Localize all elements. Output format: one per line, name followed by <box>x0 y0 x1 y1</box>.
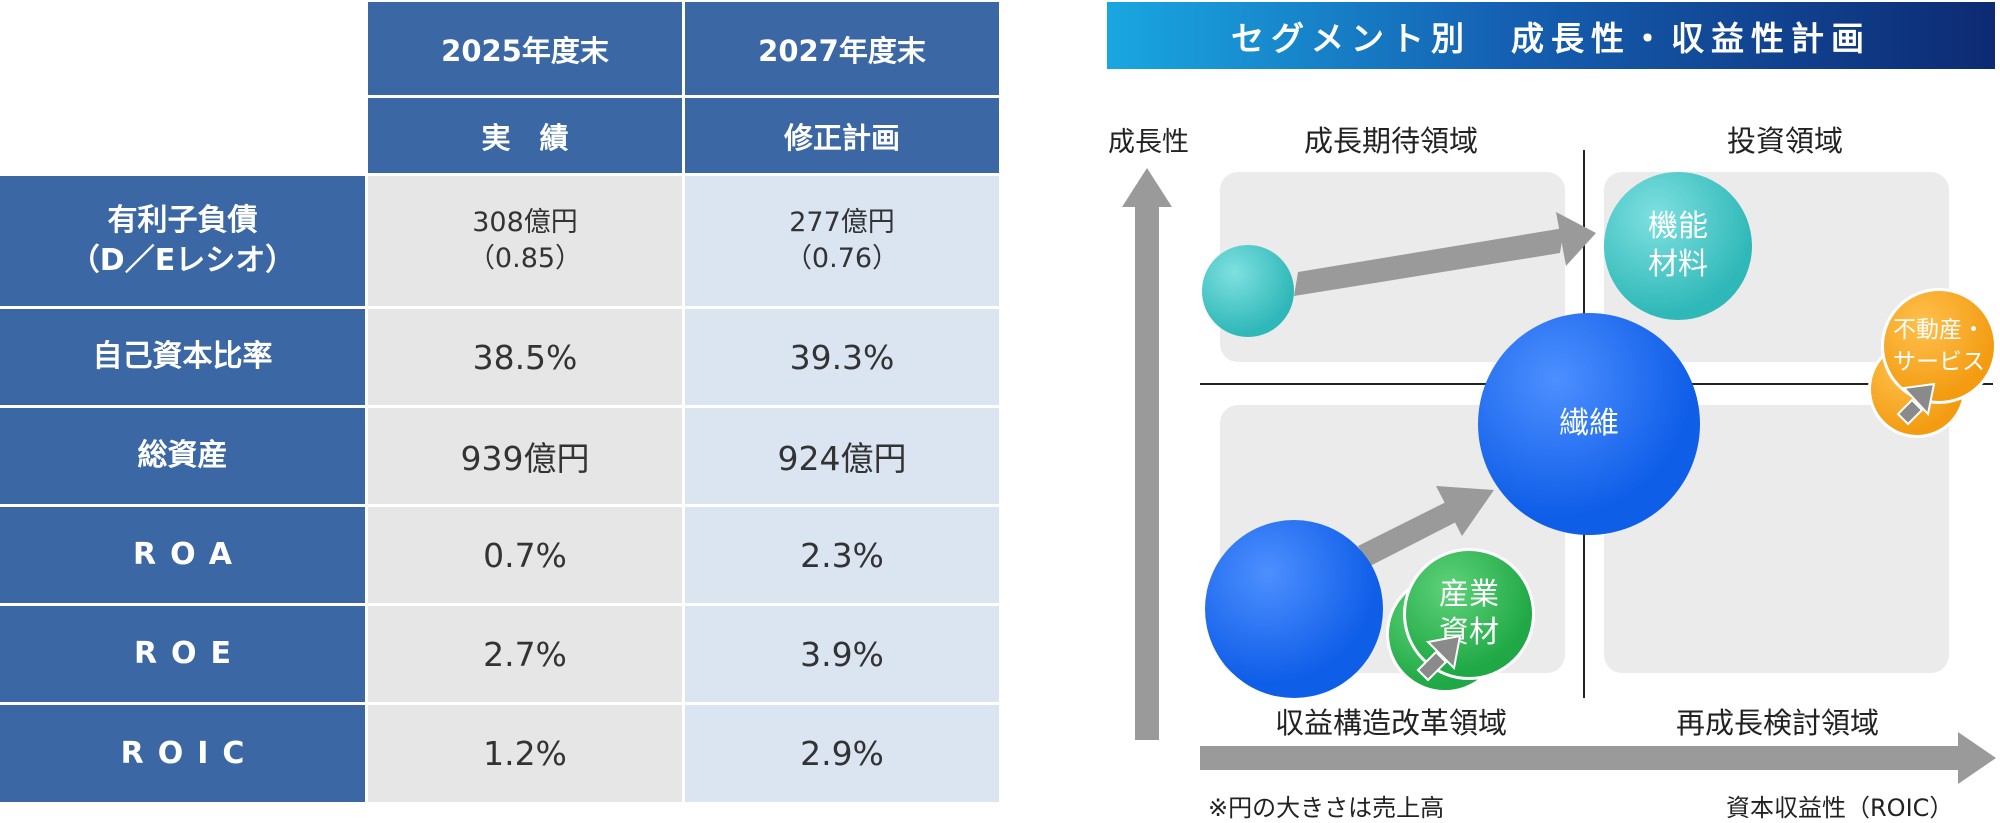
cell-roa-2025: 0.7% <box>368 507 682 603</box>
green-move-arrow-head <box>1425 634 1462 671</box>
size-note-text: ※円の大きさは売上高 <box>1208 794 1445 822</box>
value-de-2025: （0.85） <box>467 243 583 274</box>
row-header-roe: ROE <box>0 606 365 702</box>
bubble-industrial-materials: 産業 資材 <box>1403 548 1535 680</box>
cell-equity-ratio-2025: 38.5% <box>368 309 682 405</box>
quadrant-label-top-left: 成長期待領域 <box>1304 118 1478 160</box>
x-axis-label: 資本収益性（ROIC） <box>1726 788 1953 823</box>
row-header-debt: 有利子負債 （D／Eレシオ） <box>0 176 365 306</box>
size-note: ※円の大きさは売上高 <box>1208 788 1444 823</box>
row-label-de-ratio: （D／Eレシオ） <box>69 243 296 278</box>
col1-header: 2025年度末 <box>368 2 682 95</box>
value-roic-2025: 1.2% <box>483 734 567 773</box>
bubble-textiles-label: 繊維 <box>1559 406 1619 441</box>
green-move-arrow-shaft <box>1416 650 1448 682</box>
quadrant-label-bottom-left: 収益構造改革領域 <box>1275 700 1507 742</box>
value-roa-2025: 0.7% <box>483 535 567 575</box>
cell-equity-ratio-2027: 39.3% <box>685 309 999 405</box>
value-roa-2027: 2.3% <box>800 535 884 575</box>
value-total-assets-2027: 924億円 <box>777 439 907 478</box>
row-header-roa: ROA <box>0 507 365 603</box>
cell-total-assets-2025: 939億円 <box>368 408 682 504</box>
y-axis-shaft <box>1135 205 1159 740</box>
row-label-debt: 有利子負債 <box>107 203 258 238</box>
row-label-roe: ROE <box>133 636 246 671</box>
col1-subheader-label: 実 績 <box>481 120 569 155</box>
col2-header-label: 2027年度末 <box>758 33 926 68</box>
row-label-equity-ratio: 自己資本比率 <box>92 339 273 374</box>
value-equity-ratio-2027: 39.3% <box>789 337 895 377</box>
cell-roic-2025: 1.2% <box>368 705 682 802</box>
col2-subheader-label: 修正計画 <box>783 120 900 155</box>
orange-move-arrow-shaft <box>1896 398 1924 426</box>
value-total-assets-2025: 939億円 <box>460 439 590 478</box>
row-header-total-assets: 総資産 <box>0 408 365 504</box>
x-axis-shaft <box>1200 746 1960 770</box>
value-equity-ratio-2025: 38.5% <box>472 337 578 377</box>
quadrant-label-bottom-right: 再成長検討領域 <box>1676 700 1879 742</box>
value-roe-2027: 3.9% <box>800 634 884 674</box>
quadrant-label-top-left-text: 成長期待領域 <box>1304 124 1479 158</box>
value-debt-2025: 308億円 <box>472 207 578 238</box>
orange-move-arrow-head <box>1901 382 1936 417</box>
quadrant-label-bottom-right-text: 再成長検討領域 <box>1676 706 1880 740</box>
row-header-roic: ROIC <box>0 705 365 802</box>
blue-move-arrow-head <box>1436 486 1494 536</box>
cell-roe-2027: 3.9% <box>685 606 999 702</box>
value-roic-2027: 2.9% <box>800 734 884 773</box>
row-header-equity-ratio: 自己資本比率 <box>0 309 365 405</box>
teal-move-arrow-head <box>1556 212 1596 266</box>
quadrant-label-top-right-text: 投資領域 <box>1727 124 1844 158</box>
bubble-textiles-origin <box>1205 520 1383 698</box>
financial-table: 2025年度末 2027年度末 実 績 修正計画 有利子負債 （D／Eレシオ） … <box>0 0 1000 817</box>
bubble-textiles: 繊維 <box>1478 313 1700 535</box>
value-de-2027: （0.76） <box>784 243 900 274</box>
matrix-title-banner: セグメント別 成長性・収益性計画 <box>1107 2 1995 69</box>
bubble-real-estate-line1: 不動産・ <box>1893 317 1985 343</box>
bubble-industrial-line1: 産業 <box>1439 577 1499 612</box>
col1-header-label: 2025年度末 <box>441 33 609 68</box>
cell-roa-2027: 2.3% <box>685 507 999 603</box>
bubble-functional-materials-line1: 機能 <box>1648 209 1708 244</box>
matrix-title: セグメント別 成長性・収益性計画 <box>1231 18 1871 58</box>
value-debt-2027: 277億円 <box>789 207 895 238</box>
cell-roe-2025: 2.7% <box>368 606 682 702</box>
col1-subheader: 実 績 <box>368 98 682 173</box>
y-axis-arrowhead <box>1122 168 1172 207</box>
col2-header: 2027年度末 <box>685 2 999 95</box>
value-roe-2025: 2.7% <box>483 634 567 674</box>
bubble-teal-origin <box>1202 245 1294 337</box>
bubble-real-estate-line2: サービス <box>1893 349 1985 375</box>
col2-subheader: 修正計画 <box>685 98 999 173</box>
quadrant-label-bottom-left-text: 収益構造改革領域 <box>1275 706 1508 740</box>
cell-roic-2027: 2.9% <box>685 705 999 802</box>
y-axis-label-text: 成長性 <box>1108 127 1189 158</box>
quadrant-label-top-right: 投資領域 <box>1727 118 1843 160</box>
bubble-real-estate-services: 不動産・ サービス <box>1881 288 1997 404</box>
y-axis-label: 成長性 <box>1108 120 1189 159</box>
teal-move-arrow-shaft <box>1294 228 1564 296</box>
x-axis-arrowhead <box>1958 732 1996 784</box>
cell-total-assets-2027: 924億円 <box>685 408 999 504</box>
cell-debt-2025: 308億円 （0.85） <box>368 176 682 306</box>
bubble-functional-materials: 機能 材料 <box>1604 172 1752 320</box>
row-label-roa: ROA <box>132 537 246 572</box>
bubble-functional-materials-line2: 材料 <box>1648 247 1708 282</box>
row-label-roic: ROIC <box>120 735 259 771</box>
row-label-total-assets: 総資産 <box>137 438 228 473</box>
cell-debt-2027: 277億円 （0.76） <box>685 176 999 306</box>
x-axis-label-text: 資本収益性（ROIC） <box>1726 794 1954 822</box>
blue-move-arrow-shaft <box>1358 500 1460 566</box>
